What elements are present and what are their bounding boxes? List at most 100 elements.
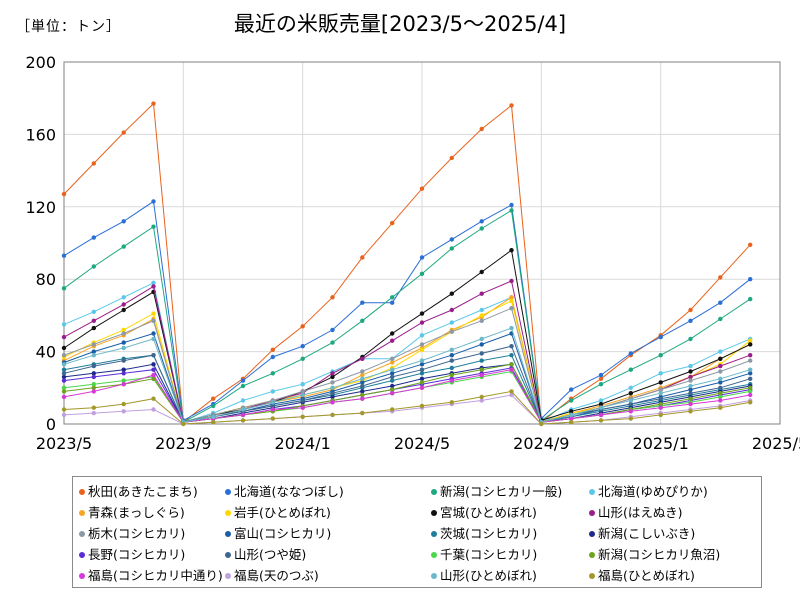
legend-label: 福島(コシヒカリ中通り) (88, 568, 223, 583)
data-point (509, 392, 514, 398)
legend-item: 福島(コシヒカリ中通り) (79, 565, 223, 584)
data-point (121, 130, 126, 135)
data-point (300, 414, 305, 419)
data-point (479, 342, 484, 347)
data-point (449, 353, 454, 358)
legend-marker (225, 509, 231, 516)
data-point (449, 347, 454, 352)
data-point (360, 383, 365, 389)
data-point (91, 161, 97, 166)
data-point (360, 392, 365, 398)
data-point (151, 353, 156, 358)
data-point (121, 345, 126, 351)
legend-label: 栃木(コシヒカリ) (88, 526, 186, 541)
data-point (419, 271, 425, 276)
data-point (121, 219, 126, 224)
legend-marker (225, 551, 231, 558)
data-point (91, 382, 97, 387)
legend-item: 新潟(コシヒカリ一般) (431, 481, 562, 500)
data-point (449, 400, 454, 405)
data-point (688, 409, 693, 414)
series-layer (61, 101, 753, 427)
data-point (509, 362, 514, 367)
data-point (91, 325, 97, 331)
data-point (419, 311, 425, 316)
data-point (390, 391, 395, 396)
data-point (718, 376, 723, 381)
data-point (181, 421, 186, 427)
data-point (270, 389, 275, 394)
data-point (748, 296, 753, 302)
data-point (151, 199, 156, 204)
data-point (360, 410, 365, 416)
line-chart: 0 40 80 120 160 200 2023/5 2023/9 2024/1 2024/5 20… (25, 53, 800, 453)
data-point (479, 291, 484, 296)
legend-label: 長野(コシヒカリ) (88, 547, 186, 562)
data-point (419, 320, 425, 325)
data-point (598, 418, 604, 423)
data-point (569, 412, 574, 418)
data-point (449, 320, 454, 325)
data-point (91, 405, 97, 410)
data-point (390, 220, 395, 226)
data-point (718, 398, 723, 403)
legend-item: 長野(コシヒカリ) (79, 544, 185, 563)
legend-label: 新潟(コシヒカリ魚沼) (598, 547, 721, 562)
data-point (509, 295, 514, 300)
plot-frame (63, 61, 781, 425)
data-point (569, 387, 574, 392)
series-line (63, 102, 751, 424)
data-point (628, 391, 633, 396)
data-point (658, 412, 663, 418)
data-point (151, 311, 156, 316)
data-point (688, 374, 693, 380)
legend-marker (79, 509, 85, 516)
data-point (748, 371, 753, 376)
data-point (449, 237, 454, 242)
data-point (628, 409, 633, 414)
data-point (509, 306, 514, 311)
x-tick-label: 2024/9 (513, 434, 569, 453)
legend-marker (431, 509, 437, 516)
data-point (270, 354, 275, 360)
data-point (121, 378, 126, 383)
data-point (449, 365, 454, 371)
data-point (330, 374, 335, 380)
data-point (419, 255, 425, 260)
data-point (91, 363, 97, 369)
x-tick-label: 2025/5 (752, 434, 800, 453)
data-point (390, 356, 395, 361)
series-19 (61, 325, 753, 425)
data-point (509, 325, 514, 331)
data-point (121, 340, 126, 345)
unit-label: ［単位：トン］ (16, 19, 121, 35)
data-point (688, 396, 693, 401)
data-point (628, 401, 633, 407)
data-point (718, 300, 723, 305)
data-point (598, 382, 604, 387)
data-point (330, 400, 335, 405)
x-tick-label: 2024/5 (394, 434, 450, 453)
data-point (569, 398, 574, 403)
data-point (61, 412, 67, 418)
data-point (91, 342, 97, 347)
data-point (718, 349, 723, 354)
data-point (91, 371, 97, 376)
data-point (211, 403, 216, 409)
data-point (300, 344, 305, 349)
legend-item: 富山(コシヒカリ) (225, 523, 331, 542)
data-point (569, 416, 574, 421)
data-point (479, 226, 484, 231)
legend-label: 新潟(こしいぶき) (598, 526, 696, 541)
data-point (479, 394, 484, 400)
legend-marker (589, 572, 595, 579)
x-tick-label: 2025/1 (633, 434, 689, 453)
data-point (270, 403, 275, 409)
data-point (240, 398, 246, 403)
data-point (569, 409, 574, 414)
data-point (91, 374, 97, 380)
data-point (419, 371, 425, 376)
data-point (718, 356, 723, 361)
data-point (330, 380, 335, 385)
data-point (658, 334, 663, 340)
